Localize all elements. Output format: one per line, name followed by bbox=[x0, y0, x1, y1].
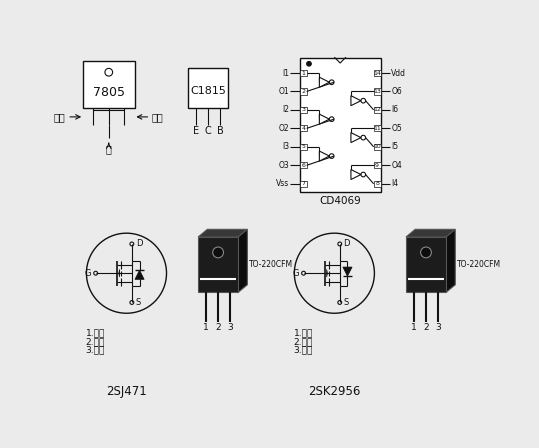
Text: 11: 11 bbox=[373, 126, 381, 131]
Text: 2SK2956: 2SK2956 bbox=[308, 384, 361, 397]
Text: 2: 2 bbox=[301, 89, 305, 94]
Text: C: C bbox=[205, 126, 211, 136]
Text: 2.漏极: 2.漏极 bbox=[86, 337, 105, 346]
Text: B: B bbox=[217, 126, 224, 136]
Polygon shape bbox=[343, 267, 352, 276]
Bar bbox=[374, 107, 381, 113]
Polygon shape bbox=[198, 229, 247, 237]
Text: 1: 1 bbox=[411, 323, 417, 332]
Text: 1.栏极: 1.栏极 bbox=[294, 329, 313, 338]
Text: 3: 3 bbox=[436, 323, 441, 332]
Text: S: S bbox=[344, 298, 349, 307]
Text: I2: I2 bbox=[282, 105, 289, 114]
Text: G: G bbox=[85, 269, 91, 278]
Text: TO-220CFM: TO-220CFM bbox=[249, 260, 293, 269]
Text: I1: I1 bbox=[282, 69, 289, 78]
Circle shape bbox=[307, 61, 312, 66]
Text: 输出: 输出 bbox=[152, 112, 164, 122]
Text: 2: 2 bbox=[215, 323, 221, 332]
Text: O4: O4 bbox=[391, 161, 402, 170]
Bar bbox=[300, 58, 381, 192]
Text: CD4069: CD4069 bbox=[319, 196, 361, 206]
Text: O6: O6 bbox=[391, 87, 402, 96]
Text: 7805: 7805 bbox=[93, 86, 125, 99]
Text: 1: 1 bbox=[301, 70, 305, 76]
Text: O1: O1 bbox=[278, 87, 289, 96]
Text: G: G bbox=[293, 269, 299, 278]
Polygon shape bbox=[406, 229, 455, 237]
Polygon shape bbox=[238, 229, 247, 293]
Bar bbox=[406, 237, 446, 293]
Text: 2SJ471: 2SJ471 bbox=[106, 384, 147, 397]
Text: I3: I3 bbox=[282, 142, 289, 151]
Text: 地: 地 bbox=[106, 144, 112, 154]
Polygon shape bbox=[351, 133, 361, 142]
Circle shape bbox=[420, 247, 431, 258]
Text: 2.漏极: 2.漏极 bbox=[294, 337, 313, 346]
Text: TO-220CFM: TO-220CFM bbox=[457, 260, 501, 269]
Text: Vdd: Vdd bbox=[391, 69, 406, 78]
Text: I5: I5 bbox=[391, 142, 398, 151]
Bar bbox=[188, 68, 228, 108]
Text: D: D bbox=[136, 239, 142, 249]
Bar bbox=[374, 70, 381, 76]
Polygon shape bbox=[135, 270, 144, 280]
Text: S: S bbox=[136, 298, 141, 307]
Text: 13: 13 bbox=[373, 89, 381, 94]
Text: 12: 12 bbox=[373, 108, 381, 112]
Bar bbox=[374, 162, 381, 168]
Circle shape bbox=[213, 247, 224, 258]
Text: 9: 9 bbox=[375, 163, 379, 168]
Polygon shape bbox=[351, 169, 361, 180]
Text: O5: O5 bbox=[391, 124, 402, 133]
Text: Vss: Vss bbox=[275, 179, 289, 188]
Bar bbox=[82, 61, 135, 108]
Polygon shape bbox=[119, 269, 120, 277]
Text: 14: 14 bbox=[373, 70, 381, 76]
Bar bbox=[300, 88, 307, 95]
Polygon shape bbox=[319, 151, 329, 161]
Bar bbox=[300, 70, 307, 76]
Text: 2: 2 bbox=[423, 323, 429, 332]
Text: O3: O3 bbox=[278, 161, 289, 170]
Text: 1.栏极: 1.栏极 bbox=[86, 329, 105, 338]
Polygon shape bbox=[319, 114, 329, 124]
Bar bbox=[300, 125, 307, 131]
Text: 5: 5 bbox=[301, 144, 305, 149]
Text: D: D bbox=[344, 239, 350, 249]
Text: C1815: C1815 bbox=[190, 86, 226, 96]
Text: I6: I6 bbox=[391, 105, 398, 114]
Bar bbox=[300, 181, 307, 187]
Bar bbox=[374, 181, 381, 187]
Text: I4: I4 bbox=[391, 179, 398, 188]
Text: 6: 6 bbox=[301, 163, 305, 168]
Text: 8: 8 bbox=[375, 181, 379, 186]
Bar bbox=[300, 144, 307, 150]
Text: 7: 7 bbox=[301, 181, 305, 186]
Text: 4: 4 bbox=[301, 126, 305, 131]
Text: 3.源极: 3.源极 bbox=[294, 346, 313, 355]
Text: 输入: 输入 bbox=[54, 112, 66, 122]
Bar bbox=[198, 237, 238, 293]
Bar bbox=[300, 162, 307, 168]
Polygon shape bbox=[446, 229, 455, 293]
Text: 1: 1 bbox=[203, 323, 209, 332]
Polygon shape bbox=[327, 269, 328, 277]
Text: 3.源极: 3.源极 bbox=[86, 346, 105, 355]
Text: E: E bbox=[193, 126, 199, 136]
Text: 3: 3 bbox=[227, 323, 233, 332]
Text: 3: 3 bbox=[301, 108, 305, 112]
Text: 10: 10 bbox=[373, 144, 381, 149]
Bar bbox=[374, 144, 381, 150]
Polygon shape bbox=[319, 77, 329, 87]
Text: O2: O2 bbox=[278, 124, 289, 133]
Polygon shape bbox=[351, 96, 361, 106]
Bar bbox=[300, 107, 307, 113]
Bar bbox=[374, 88, 381, 95]
Bar bbox=[374, 125, 381, 131]
